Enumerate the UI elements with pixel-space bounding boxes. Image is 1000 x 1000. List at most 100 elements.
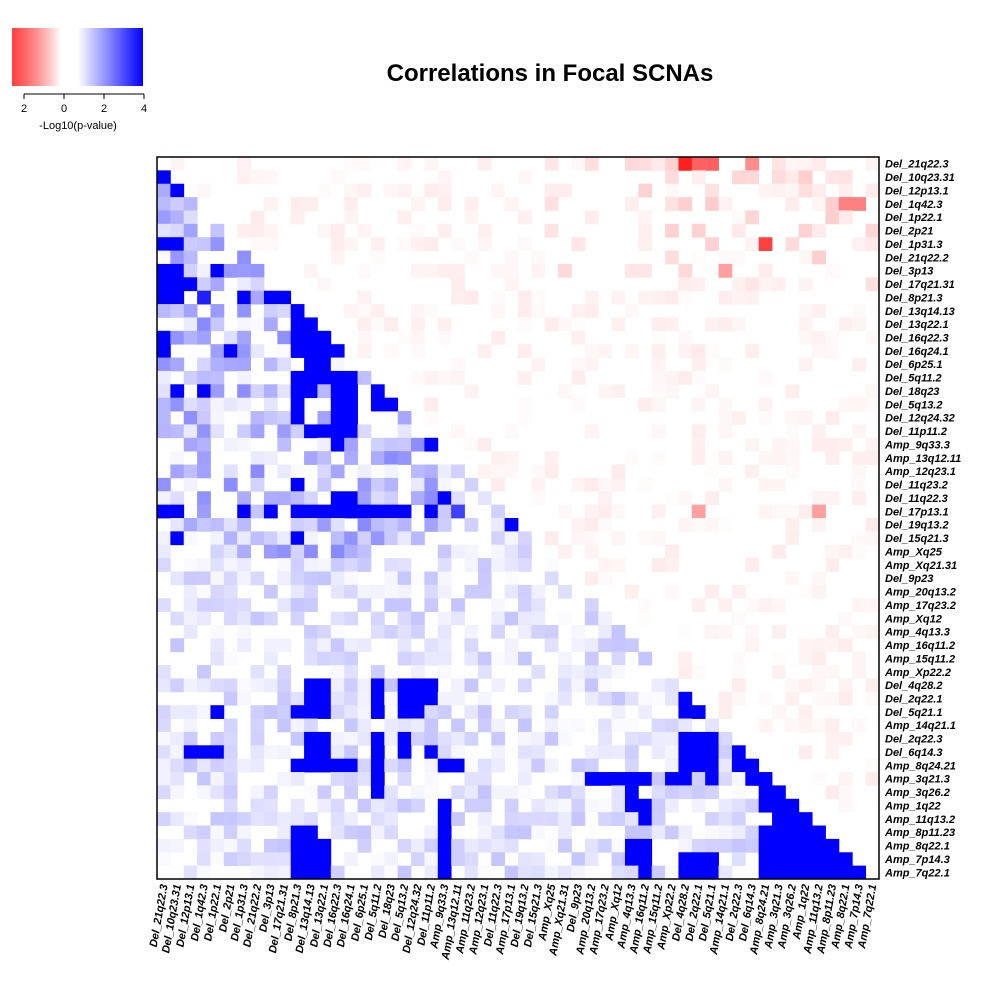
- heatmap-cell: [304, 691, 318, 706]
- heatmap-cell: [611, 624, 626, 639]
- row-label: Del_10q23.31: [885, 172, 955, 184]
- heatmap-cell: [263, 304, 278, 318]
- heatmap-cell: [237, 812, 251, 826]
- heatmap-cell: [183, 464, 198, 479]
- heatmap-cell: [411, 718, 425, 733]
- heatmap-cell: [518, 411, 532, 425]
- heatmap-cell: [237, 624, 251, 639]
- heatmap-cell: [263, 223, 278, 238]
- heatmap-cell: [290, 812, 305, 826]
- heatmap-cell: [491, 263, 506, 278]
- heatmap-cell: [424, 584, 439, 599]
- heatmap-cell: [518, 531, 532, 546]
- heatmap-cell: [798, 705, 813, 719]
- heatmap-cell: [357, 718, 372, 733]
- heatmap-cell: [263, 638, 278, 653]
- heatmap-cell: [437, 758, 452, 773]
- heatmap-cell: [157, 678, 171, 693]
- heatmap-cell: [785, 437, 800, 452]
- heatmap-cell: [678, 705, 693, 719]
- heatmap-cell: [491, 531, 506, 546]
- heatmap-cell: [865, 183, 880, 198]
- heatmap-cell: [357, 678, 372, 693]
- heatmap-cell: [758, 237, 773, 251]
- heatmap-cell: [183, 330, 198, 345]
- heatmap-cell: [223, 852, 238, 867]
- heatmap-cell: [370, 665, 385, 679]
- heatmap-cell: [798, 504, 813, 519]
- heatmap-cell: [624, 745, 639, 760]
- heatmap-cell: [197, 558, 211, 572]
- heatmap-cell: [638, 531, 653, 546]
- heatmap-cell: [865, 157, 880, 171]
- heatmap-cell: [210, 598, 225, 612]
- heatmap-cell: [397, 638, 412, 653]
- heatmap-cell: [638, 157, 653, 171]
- heatmap-cell: [571, 397, 586, 412]
- heatmap-cell: [183, 263, 198, 278]
- heatmap-cell: [544, 223, 559, 238]
- heatmap-cell: [197, 745, 211, 760]
- heatmap-cell: [598, 344, 612, 358]
- heatmap-cell: [277, 384, 292, 399]
- heatmap-cell: [317, 223, 332, 238]
- heatmap-cell: [584, 598, 599, 612]
- heatmap-cell: [183, 437, 198, 452]
- heatmap-cell: [464, 250, 479, 265]
- heatmap-cell: [785, 504, 800, 519]
- heatmap-cell: [825, 263, 840, 278]
- heatmap-cell: [785, 411, 800, 425]
- heatmap-cell: [157, 277, 171, 292]
- heatmap-cell: [464, 544, 479, 559]
- heatmap-cell: [785, 197, 800, 211]
- heatmap-cell: [384, 504, 399, 519]
- heatmap-cell: [731, 290, 746, 305]
- heatmap-cell: [691, 852, 706, 867]
- heatmap-cell: [665, 370, 679, 385]
- heatmap-cell: [170, 745, 185, 760]
- heatmap-cell: [665, 183, 679, 198]
- heatmap-cell: [718, 518, 733, 532]
- heatmap-cell: [598, 624, 612, 639]
- heatmap-cell: [424, 865, 439, 880]
- heatmap-cell: [384, 825, 399, 840]
- heatmap-cell: [197, 865, 211, 880]
- heatmap-cell: [277, 491, 292, 506]
- heatmap-cell: [518, 745, 532, 760]
- heatmap-cell: [183, 223, 198, 238]
- row-label: Del_17q21.31: [885, 279, 955, 291]
- heatmap-cell: [798, 357, 813, 372]
- heatmap-cell: [157, 250, 171, 265]
- heatmap-cell: [451, 611, 465, 626]
- heatmap-cell: [798, 250, 813, 265]
- heatmap-cell: [237, 304, 251, 318]
- heatmap-cell: [384, 183, 399, 198]
- heatmap-cell: [183, 705, 198, 719]
- heatmap-cell: [411, 263, 425, 278]
- heatmap-cell: [691, 785, 706, 800]
- heatmap-cell: [157, 197, 171, 211]
- heatmap-cell: [157, 344, 171, 358]
- heatmap-cell: [678, 758, 693, 773]
- heatmap-cell: [237, 518, 251, 532]
- heatmap-cell: [304, 317, 318, 332]
- heatmap-cell: [304, 598, 318, 612]
- heatmap-cell: [344, 651, 358, 666]
- heatmap-cell: [437, 370, 452, 385]
- heatmap-cell: [250, 785, 265, 800]
- heatmap-cell: [344, 370, 358, 385]
- heatmap-cell: [210, 370, 225, 385]
- heatmap-cell: [250, 731, 265, 746]
- heatmap-cell: [183, 277, 198, 292]
- heatmap-cell: [317, 705, 332, 719]
- heatmap-cell: [825, 437, 840, 452]
- heatmap-cell: [825, 624, 840, 639]
- heatmap-cell: [558, 678, 572, 693]
- heatmap-cell: [157, 558, 171, 572]
- heatmap-cell: [451, 504, 465, 519]
- heatmap-cell: [437, 852, 452, 867]
- heatmap-cell: [865, 330, 880, 345]
- row-label: Del_1p22.1: [885, 212, 942, 224]
- heatmap-cell: [464, 584, 479, 599]
- heatmap-cell: [624, 785, 639, 800]
